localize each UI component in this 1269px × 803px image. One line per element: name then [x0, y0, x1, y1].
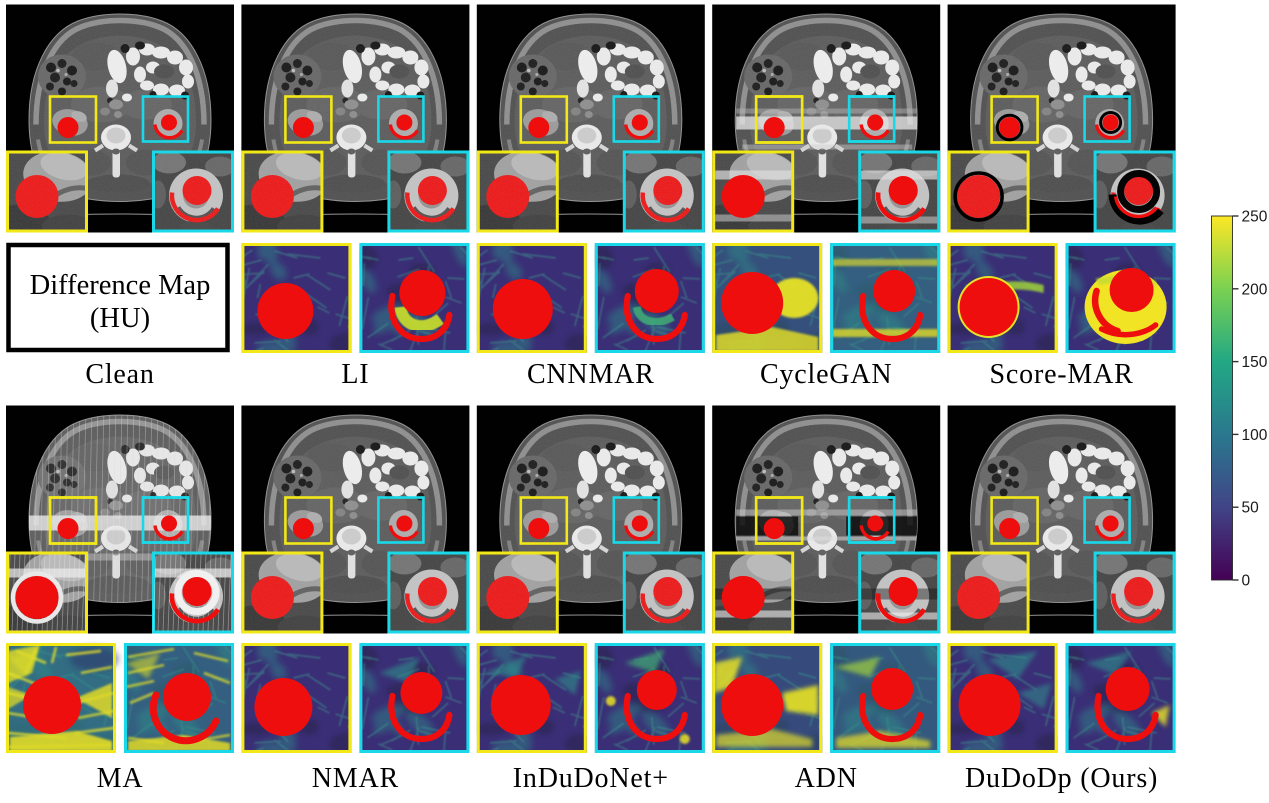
- svg-text:200: 200: [1242, 281, 1268, 298]
- svg-text:LI: LI: [341, 359, 369, 390]
- svg-text:50: 50: [1242, 500, 1260, 517]
- svg-text:CycleGAN: CycleGAN: [760, 359, 892, 390]
- svg-text:InDuDoNet+: InDuDoNet+: [513, 763, 669, 794]
- svg-text:DuDoDp (Ours): DuDoDp (Ours): [965, 763, 1158, 794]
- svg-text:0: 0: [1242, 573, 1251, 590]
- svg-text:(HU): (HU): [90, 303, 150, 334]
- svg-text:Difference Map: Difference Map: [30, 270, 211, 301]
- svg-text:150: 150: [1242, 354, 1268, 371]
- svg-text:ADN: ADN: [795, 763, 858, 794]
- svg-text:Clean: Clean: [85, 359, 154, 390]
- svg-text:CNNMAR: CNNMAR: [527, 359, 655, 390]
- svg-text:NMAR: NMAR: [312, 763, 399, 794]
- svg-text:MA: MA: [97, 763, 144, 794]
- svg-text:Score-MAR: Score-MAR: [990, 359, 1134, 390]
- svg-text:250: 250: [1242, 209, 1268, 226]
- svg-text:100: 100: [1242, 427, 1268, 444]
